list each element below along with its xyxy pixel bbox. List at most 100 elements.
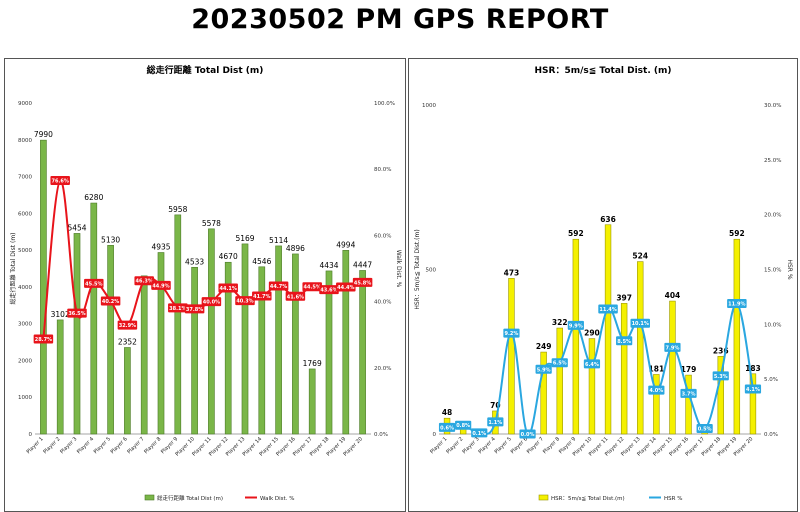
bar-value-label: 183 [745, 364, 761, 373]
line-value-label: 0.1% [472, 431, 486, 437]
y2-tick-label: 30.0% [764, 103, 781, 109]
bar [157, 252, 165, 435]
line-label-box [67, 308, 87, 318]
line-value-label: 44.9% [152, 283, 169, 289]
bar-value-label: 636 [600, 215, 616, 224]
line-value-label: 41.7% [253, 294, 270, 300]
hsr-chart-panel: HSR：5m/s≦ Total Dist. (m) 0 500 1000 0.0% 5.0… [408, 58, 798, 512]
line-value-label: 40.3% [236, 299, 253, 305]
bar [749, 373, 757, 435]
line-label-box [455, 420, 472, 430]
line-value-label: 11.9% [728, 301, 745, 307]
bar [140, 275, 148, 435]
line-label-box [616, 336, 633, 346]
bar-value-label: 181 [649, 364, 665, 373]
x-tick-label: Player 3 [59, 436, 78, 455]
line-value-label: 36.5% [68, 311, 85, 317]
line-value-label: 76.6% [52, 178, 69, 184]
bar [56, 319, 64, 435]
line-value-label: 41.6% [287, 294, 304, 300]
y-tick-label: 2000 [18, 358, 32, 364]
line-label-box [503, 328, 520, 338]
line-value-label: 45.5% [85, 281, 102, 287]
line-label-box [33, 334, 54, 344]
page-title: 20230502 PM GPS REPORT [191, 4, 609, 35]
line-label-box [535, 364, 552, 374]
line-label-box [630, 318, 650, 328]
hsr-chart: HSR：5m/s≦ Total Dist. (m) 0 500 1000 0.0% 5.0… [414, 66, 793, 502]
legend-line-label: HSR % [664, 496, 682, 502]
bar [224, 261, 232, 435]
bar-value-label: 524 [632, 252, 648, 261]
bar [733, 238, 741, 435]
chart-title: HSR：5m/s≦ Total Dist. (m) [535, 66, 672, 76]
y2-tick-label: 20.0% [374, 366, 391, 372]
bar-value-label: 179 [681, 365, 697, 374]
bar [342, 250, 350, 435]
line-label-box [235, 296, 255, 306]
y-axis-title: HSR：5m/s≦ Total Dist.(m) [414, 229, 421, 309]
line-value-label: 3.7% [682, 391, 696, 397]
y2-tick-label: 10.0% [764, 322, 781, 328]
bar [241, 243, 249, 435]
bar-value-label: 4447 [353, 260, 372, 269]
bar-value-label: 4533 [185, 257, 204, 266]
line-label-box [336, 282, 356, 292]
bar-value-label: 4670 [219, 252, 238, 261]
line-value-label: 6.5% [553, 361, 567, 367]
bar [308, 368, 316, 435]
bar [174, 214, 182, 435]
bar [653, 374, 660, 435]
line-label-box [519, 429, 536, 439]
bar-value-label: 3102 [51, 310, 70, 319]
line-label-box [352, 277, 373, 287]
line-value-label: 44.4% [337, 285, 354, 291]
line-value-label: 37.8% [186, 307, 203, 313]
line-label-box [551, 358, 568, 368]
legend-bar-swatch [538, 494, 549, 501]
line-value-label: 5.3% [714, 374, 728, 380]
y2-tick-label: 40.0% [374, 300, 391, 306]
y-tick-label: 6000 [18, 211, 32, 217]
line-label-box [471, 428, 488, 438]
y2-tick-label: 80.0% [374, 167, 391, 173]
x-tick-label: Player 1 [26, 436, 45, 455]
y-tick-label: 1000 [18, 395, 32, 401]
line-label-box [117, 320, 138, 330]
bar-value-label: 5114 [269, 236, 288, 245]
bar-value-label: 5454 [67, 223, 86, 232]
line-label-box [134, 276, 154, 286]
bar [620, 303, 628, 435]
line-value-label: 8.5% [617, 339, 631, 345]
y2-tick-label: 20.0% [764, 213, 781, 219]
bar-value-label: 5958 [168, 205, 187, 214]
bar [717, 356, 724, 435]
line-label-box [567, 320, 584, 330]
y2-tick-label: 5.0% [764, 377, 778, 383]
line-value-label: 9.2% [505, 331, 519, 337]
line-value-label: 7.9% [666, 345, 680, 351]
line-value-label: 0.0% [521, 432, 535, 438]
bar [191, 266, 198, 435]
bar-value-label: 7990 [34, 130, 53, 139]
bar-value-label: 4994 [336, 240, 355, 249]
bar-value-label: 1769 [303, 359, 322, 368]
bar [540, 351, 547, 435]
bar [90, 202, 98, 435]
y-tick-label: 500 [426, 268, 437, 274]
line-value-label: 1.1% [488, 420, 502, 426]
bar [604, 224, 612, 435]
line-value-label: 5.9% [537, 367, 551, 373]
line-value-label: 10.1% [632, 321, 649, 327]
line-label-box [583, 359, 601, 369]
x-tick-label: Player 5 [93, 436, 112, 455]
y2-tick-label: 60.0% [374, 233, 391, 239]
y2-axis-title: Walk Dist. % [395, 250, 402, 288]
bar-value-label: 5578 [202, 219, 221, 228]
line-label-box [319, 285, 339, 295]
bar [325, 270, 333, 435]
line-value-label: 32.9% [119, 323, 136, 329]
bar-value-label: 4546 [252, 257, 271, 266]
line-value-label: 28.7% [35, 337, 52, 343]
line-label-box [151, 280, 171, 290]
